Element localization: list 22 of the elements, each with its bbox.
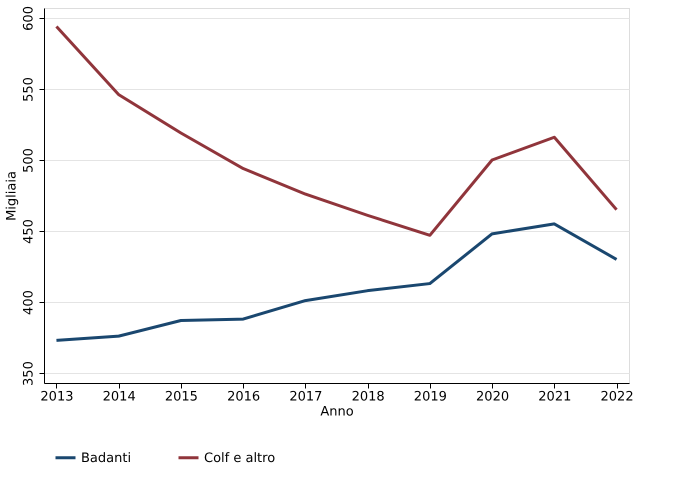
x-tick-label: 2022 xyxy=(600,390,634,404)
y-tick-label: 600 xyxy=(22,6,36,31)
x-tick-label: 2020 xyxy=(476,390,510,404)
y-tick-label: 350 xyxy=(22,361,36,386)
legend-label: Colf e altro xyxy=(204,450,276,466)
y-tick-label: 500 xyxy=(22,148,36,173)
x-tick-label: 2013 xyxy=(40,390,74,404)
x-axis-title: Anno xyxy=(320,404,354,420)
line-series xyxy=(54,222,618,342)
x-tick-label: 2021 xyxy=(538,390,572,404)
x-tick-label: 2014 xyxy=(102,390,136,404)
legend-label: Badanti xyxy=(81,450,132,466)
x-tick-label: 2019 xyxy=(414,390,447,404)
x-tick-label: 2016 xyxy=(227,390,260,404)
x-tick-label: 2018 xyxy=(352,390,385,404)
y-tick-label: 450 xyxy=(22,219,36,244)
x-tick-label: 2017 xyxy=(289,390,322,404)
x-tick-label: 2015 xyxy=(164,390,198,404)
line-series xyxy=(54,24,618,237)
y-axis-title: Migliaia xyxy=(4,171,20,221)
y-tick-label: 550 xyxy=(22,77,36,102)
y-tick-label: 400 xyxy=(22,290,36,315)
